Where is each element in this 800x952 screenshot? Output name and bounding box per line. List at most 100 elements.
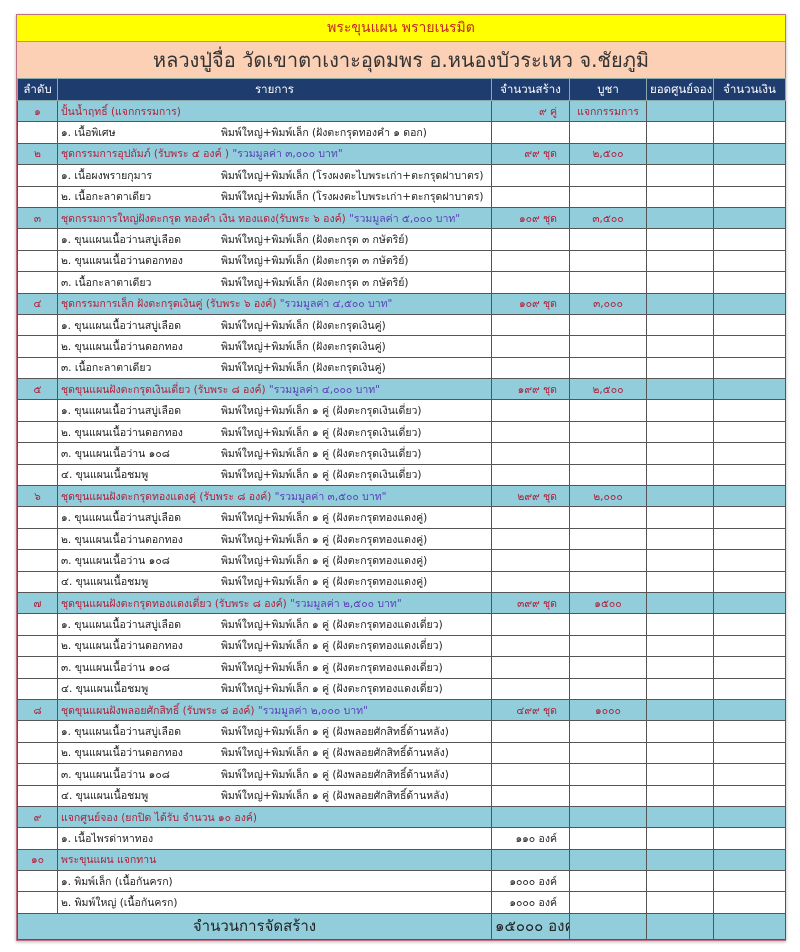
section-number: ๑: [17, 99, 58, 123]
total-price: [569, 912, 647, 940]
item-amount: [713, 763, 786, 786]
item-amount: [713, 463, 786, 487]
item-quantity: [491, 506, 570, 529]
item-quantity: [491, 399, 570, 422]
item-number: [17, 463, 58, 487]
item-description: ๑. ขุนแผนเนื้อว่านสบู่เลือด พิมพ์ใหญ่+พิม…: [57, 228, 492, 251]
item-number: [17, 720, 58, 743]
section-number: ๘: [17, 698, 58, 722]
item-row: ๑. เนื้อผงพรายกุมาร พิมพ์ใหญ่+พิมพ์เล็ก (…: [17, 164, 786, 187]
item-name: ๓. ขุนแผนเนื้อว่าน ๑๐๘: [61, 768, 170, 781]
section-price: ๓,๕๐๐: [569, 206, 647, 230]
sheet-title: พระขุนแผน พรายเนรมิต: [17, 15, 785, 42]
item-amount: [713, 527, 786, 551]
item-row: ๓. ขุนแผนเนื้อว่าน ๑๐๘ พิมพ์ใหญ่+พิมพ์เล็…: [17, 549, 786, 572]
section-price: ๒,๕๐๐: [569, 378, 647, 401]
item-number: [17, 442, 58, 465]
item-price: [569, 463, 647, 487]
item-row: ๒. ขุนแผนเนื้อว่านดอกทอง พิมพ์ใหญ่+พิมพ์เ…: [17, 634, 786, 658]
item-spec: พิมพ์ใหญ่+พิมพ์เล็ก ๑ คู่ (ฝังพลอยศักสิท…: [221, 747, 449, 760]
section-quantity: ๑๐๙ ชุด: [491, 206, 570, 230]
item-number: [17, 271, 58, 294]
section-quantity: ๙๙ ชุด: [491, 142, 570, 166]
item-row: ๓. ขุนแผนเนื้อว่าน ๑๐๘ พิมพ์ใหญ่+พิมพ์เล็…: [17, 442, 786, 465]
item-description-wrap: ๑. ขุนแผนเนื้อว่านสบู่เลือด พิมพ์ใหญ่+พิม…: [61, 616, 488, 633]
item-spec: พิมพ์ใหญ่+พิมพ์เล็ก ๑ คู่ (ฝังตะกรุดทองแ…: [221, 512, 428, 525]
item-description-wrap: ๒. ขุนแผนเนื้อว่านดอกทอง พิมพ์ใหญ่+พิมพ์เ…: [61, 637, 488, 654]
item-row: ๒. ขุนแผนเนื้อว่านดอกทอง พิมพ์ใหญ่+พิมพ์เ…: [17, 249, 786, 273]
section-title: ชุดกรรมการใหญ่ฝังตะกรุด ทองคำ เงิน ทองแด…: [61, 212, 350, 225]
item-price: [569, 442, 647, 465]
item-name: ๓. ขุนแผนเนื้อว่าน ๑๐๘: [61, 554, 170, 567]
item-name: ๑. ขุนแผนเนื้อว่านสบู่เลือด: [61, 234, 182, 247]
item-quantity: [491, 763, 570, 786]
item-spec: พิมพ์ใหญ่+พิมพ์เล็ก ๑ คู่ (ฝังตะกรุดทองแ…: [221, 619, 443, 632]
item-quantity: [491, 164, 570, 187]
section-reserved: [646, 292, 714, 315]
section-reserved: [646, 698, 714, 722]
item-amount: [713, 185, 786, 208]
section-title-cell: ชุดขุนแผนฝังตะกรุดเงินเดี่ยว (รับพระ ๘ อ…: [57, 378, 492, 401]
item-number: [17, 634, 58, 658]
item-quantity: [491, 634, 570, 658]
section-value-note: "รวมมูลค่า ๒,๕๐๐ บาท": [290, 597, 402, 610]
section-value-note: "รวมมูลค่า ๔,๕๐๐ บาท": [279, 298, 393, 311]
section-price: ๑๕๐๐: [569, 591, 647, 615]
item-description-wrap: ๑. เนื้อพิเศษ พิมพ์ใหญ่+พิมพ์เล็ก (ฝังตะก…: [61, 124, 488, 141]
section-row: ๗ชุดขุนแผนฝังตะกรุดทองแดงเดี่ยว (รับพระ …: [17, 591, 786, 615]
item-quantity: ๑๑๐ องค์: [491, 827, 570, 850]
item-price: [569, 420, 647, 444]
item-amount: [713, 720, 786, 743]
item-reserved: [646, 121, 714, 144]
item-quantity: [491, 463, 570, 487]
item-quantity: [491, 613, 570, 636]
item-description: ๒. ขุนแผนเนื้อว่านดอกทอง พิมพ์ใหญ่+พิมพ์เ…: [57, 249, 492, 273]
item-name: ๑. เนื้อพิเศษ: [61, 127, 116, 140]
item-price: [569, 121, 647, 144]
section-title: พระขุนแผน แจกทาน: [61, 854, 157, 867]
section-amount: [713, 292, 786, 315]
item-reserved: [646, 420, 714, 444]
section-row: ๔ชุดกรรมการเล็ก ฝังตะกรุดเงินคู่ (รับพระ…: [17, 292, 786, 315]
section-value-note: "รวมมูลค่า ๓,๐๐๐ บาท": [232, 148, 343, 161]
section-amount: [713, 848, 786, 872]
item-spec: พิมพ์ใหญ่+พิมพ์เล็ก ๑ คู่ (ฝังตะกรุดเงิน…: [221, 426, 422, 439]
section-price: ๒,๕๐๐: [569, 142, 647, 166]
item-amount: [713, 634, 786, 658]
section-title: ชุดขุนแผนฝังตะกรุดทองแดงเดี่ยว (รับพระ ๘…: [61, 597, 291, 610]
item-amount: [713, 506, 786, 529]
item-price: [569, 677, 647, 700]
section-reserved: [646, 848, 714, 872]
item-name: ๑. ขุนแผนเนื้อว่านสบู่เลือด: [61, 726, 182, 739]
item-description-wrap: ๑. ขุนแผนเนื้อว่านสบู่เลือด พิมพ์ใหญ่+พิม…: [61, 509, 488, 526]
item-price: [569, 399, 647, 422]
item-price: [569, 356, 647, 380]
item-reserved: [646, 720, 714, 743]
item-description-wrap: ๒. ขุนแผนเนื้อว่านดอกทอง พิมพ์ใหญ่+พิมพ์เ…: [61, 531, 488, 548]
item-row: ๔. ขุนแผนเนื้อชมพู พิมพ์ใหญ่+พิมพ์เล็ก ๑ …: [17, 677, 786, 700]
item-quantity: [491, 549, 570, 572]
item-number: [17, 677, 58, 700]
item-description-wrap: ๒. ขุนแผนเนื้อว่านดอกทอง พิมพ์ใหญ่+พิมพ์เ…: [61, 252, 488, 269]
item-name: ๔. ขุนแผนเนื้อชมพู: [61, 469, 149, 482]
item-price: [569, 228, 647, 251]
item-description: ๓. ขุนแผนเนื้อว่าน ๑๐๘ พิมพ์ใหญ่+พิมพ์เล็…: [57, 763, 492, 786]
item-name: ๑. พิมพ์เล็ก (เนื้อกันครก): [61, 875, 173, 888]
item-quantity: [491, 335, 570, 358]
item-name: ๓. เนื้อกะลาตาเดียว: [61, 362, 152, 375]
item-amount: [713, 656, 786, 679]
item-price: [569, 634, 647, 658]
item-price: [569, 185, 647, 208]
section-title: ชุดกรรมการอุปถัมภ์ (รับพระ ๔ องค์ ): [61, 148, 233, 161]
section-title: ชุดขุนแผนฝังตะกรุดทองแดงคู่ (รับพระ ๘ อง…: [61, 490, 275, 503]
section-quantity: ๓๙๙ ชุด: [491, 591, 570, 615]
item-description-wrap: ๔. ขุนแผนเนื้อชมพู พิมพ์ใหญ่+พิมพ์เล็ก ๑ …: [61, 573, 488, 590]
item-description-wrap: ๑. ขุนแผนเนื้อว่านสบู่เลือด พิมพ์ใหญ่+พิม…: [61, 317, 488, 334]
section-title-cell: ชุดขุนแผนฝังตะกรุดทองแดงคู่ (รับพระ ๘ อง…: [57, 485, 492, 508]
item-description: ๒. ขุนแผนเนื้อว่านดอกทอง พิมพ์ใหญ่+พิมพ์เ…: [57, 335, 492, 358]
item-amount: [713, 827, 786, 850]
item-name: ๓. ขุนแผนเนื้อว่าน ๑๐๘: [61, 447, 170, 460]
section-price: ๓,๐๐๐: [569, 292, 647, 315]
item-description: ๑. ขุนแผนเนื้อว่านสบู่เลือด พิมพ์ใหญ่+พิม…: [57, 399, 492, 422]
item-price: [569, 613, 647, 636]
